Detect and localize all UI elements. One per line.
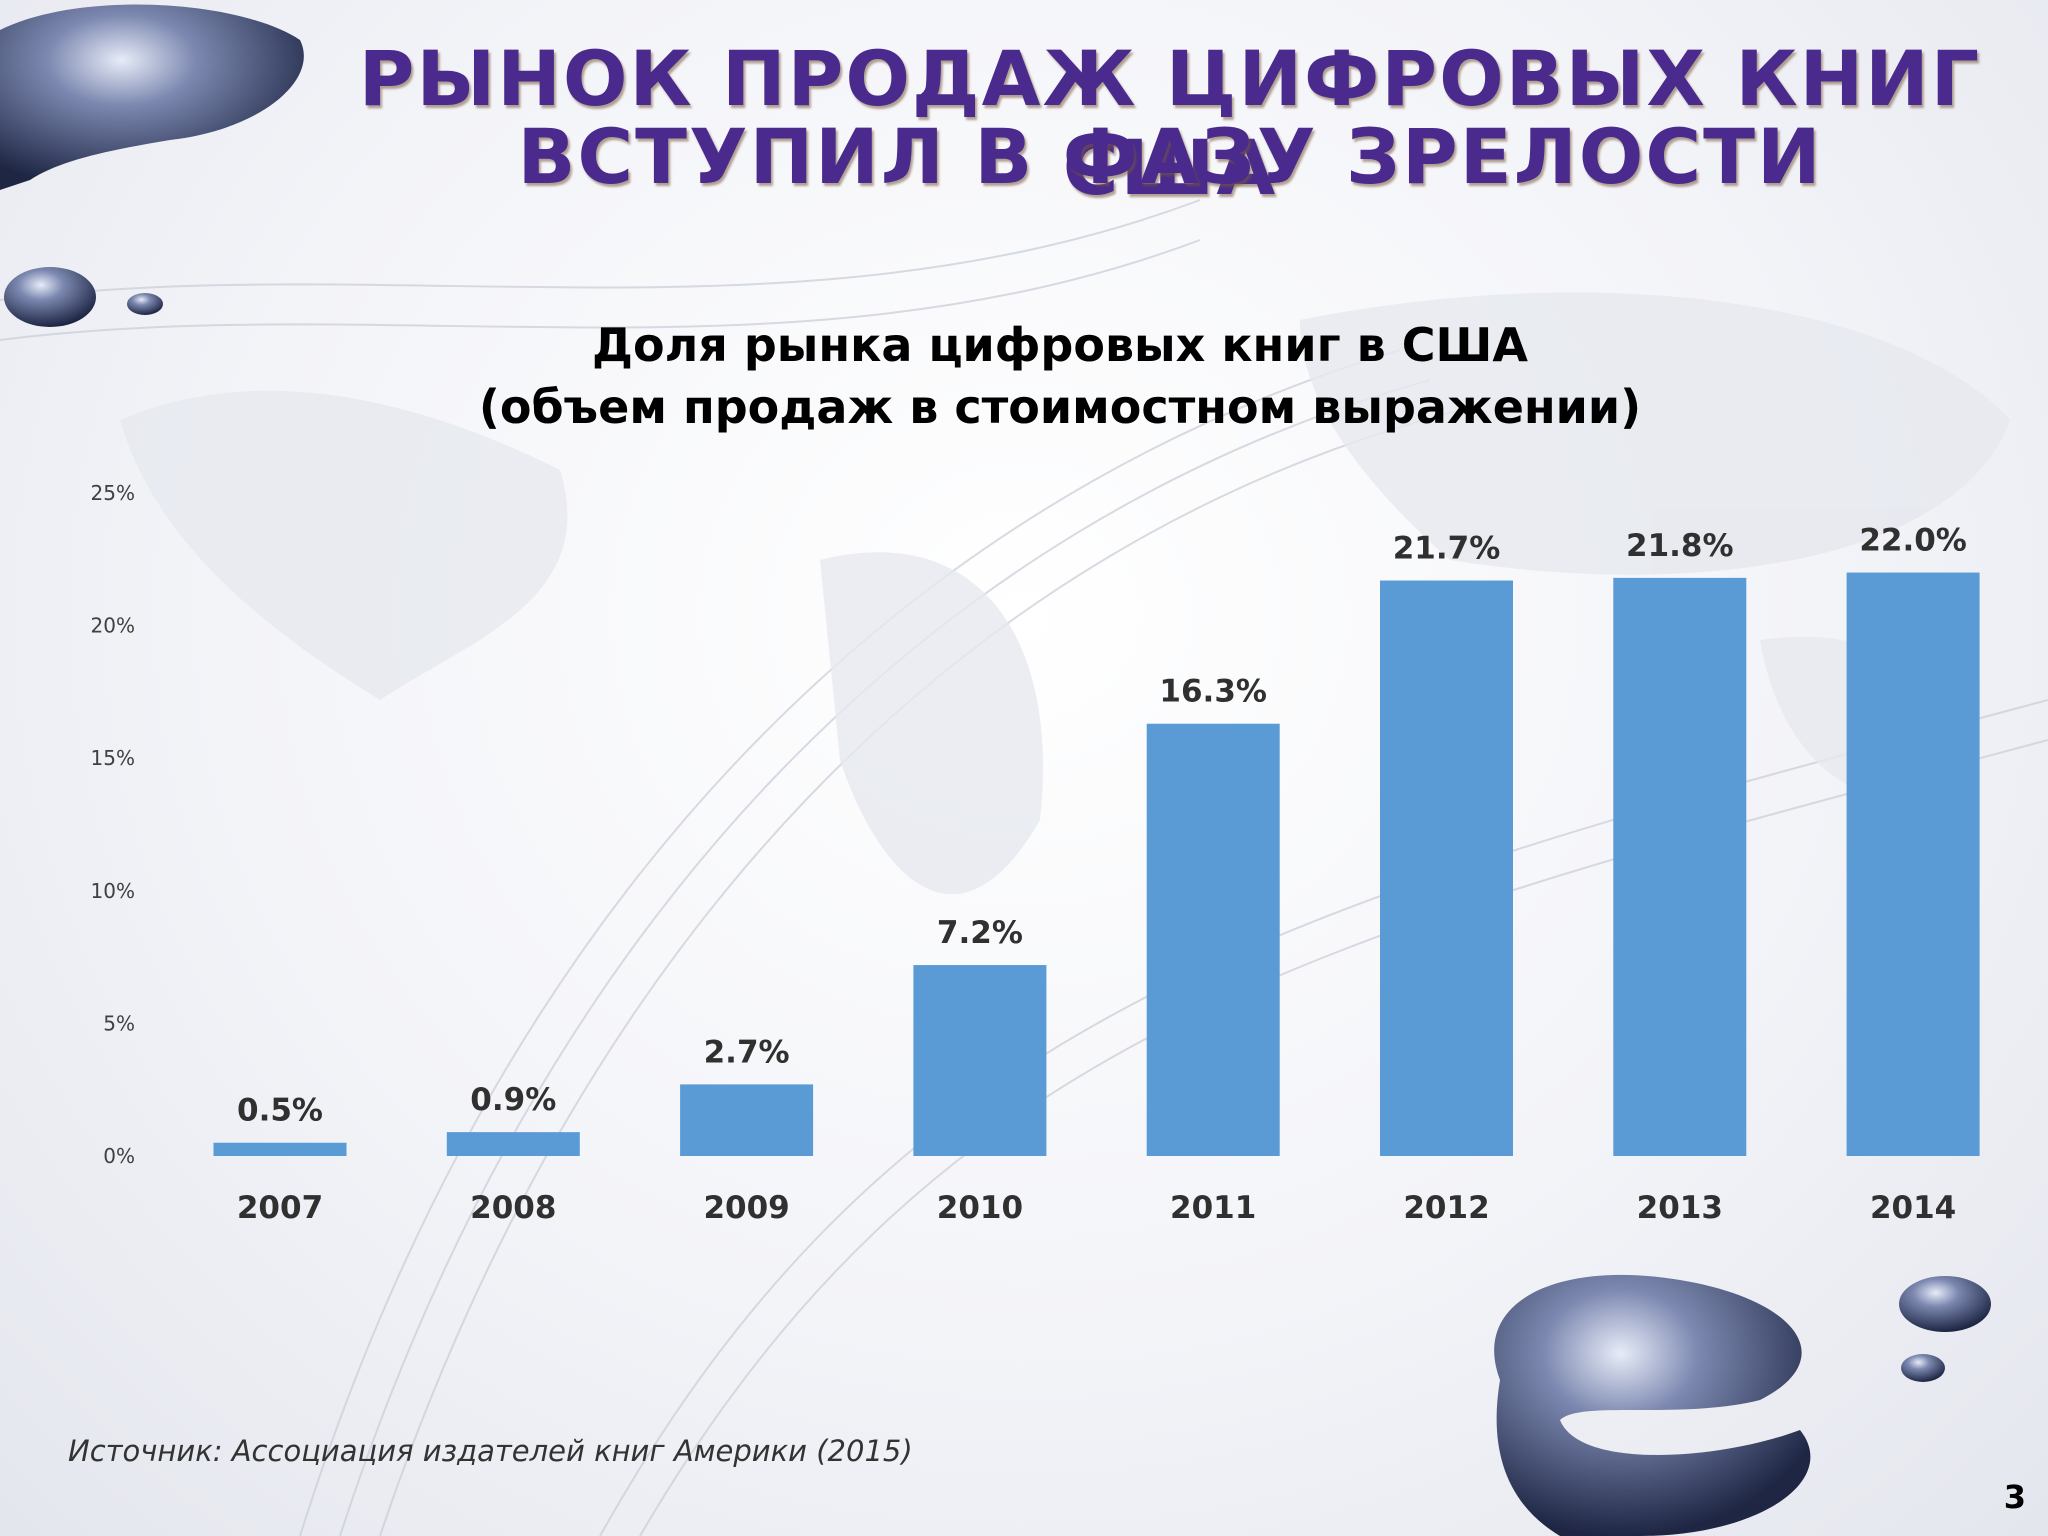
data-label: 0.5% (237, 1093, 323, 1129)
data-label: 22.0% (1859, 523, 1967, 559)
data-label: 16.3% (1159, 674, 1267, 710)
x-tick-label: 2012 (1403, 1190, 1489, 1226)
x-tick-label: 2014 (1870, 1190, 1956, 1226)
data-label: 21.7% (1393, 531, 1501, 567)
x-tick-label: 2013 (1637, 1190, 1723, 1226)
x-tick-label: 2011 (1170, 1190, 1256, 1226)
bar-2012 (1380, 580, 1513, 1156)
source-note: Источник: Ассоциация издателей книг Амер… (68, 1434, 913, 1468)
bar-2009 (680, 1084, 814, 1156)
data-label: 21.8% (1626, 528, 1734, 564)
y-tick-label: 20% (91, 614, 135, 638)
y-tick-label: 15% (91, 746, 135, 770)
data-label: 0.9% (470, 1082, 556, 1118)
slide-title-line2: ВСТУПИЛ В ФАЗУ ЗРЕЛОСТИ (517, 112, 1823, 201)
page-number: 3 (2003, 1478, 2026, 1516)
y-tick-label: 5% (103, 1011, 135, 1035)
chart-title: Доля рынка цифровых книг в США (592, 318, 1528, 372)
bar-chart: 0% 5% 10% 15% 20% 25% 0.5% 2007 0.9% 2008 2.7% 2009… (91, 481, 1980, 1226)
bar-2014 (1846, 572, 1980, 1156)
bar-2007 (213, 1142, 347, 1156)
x-tick-label: 2010 (937, 1190, 1023, 1226)
y-tick-label: 25% (91, 481, 135, 505)
slide-title-line1: РЫНОК ПРОДАЖ ЦИФРОВЫХ КНИГ США (358, 34, 1982, 212)
data-label: 7.2% (937, 915, 1023, 951)
chart-subtitle: (объем продаж в стоимостном выражении) (478, 380, 1642, 434)
bar-2010 (913, 965, 1047, 1156)
x-tick-label: 2008 (470, 1190, 556, 1226)
x-tick-label: 2009 (703, 1190, 789, 1226)
bar-2008 (446, 1132, 580, 1156)
bar-2013 (1613, 577, 1747, 1156)
x-tick-label: 2007 (237, 1190, 323, 1226)
y-tick-label: 10% (91, 879, 135, 903)
data-label: 2.7% (704, 1034, 790, 1070)
y-tick-label: 0% (103, 1144, 135, 1168)
bar-2011 (1146, 723, 1280, 1156)
